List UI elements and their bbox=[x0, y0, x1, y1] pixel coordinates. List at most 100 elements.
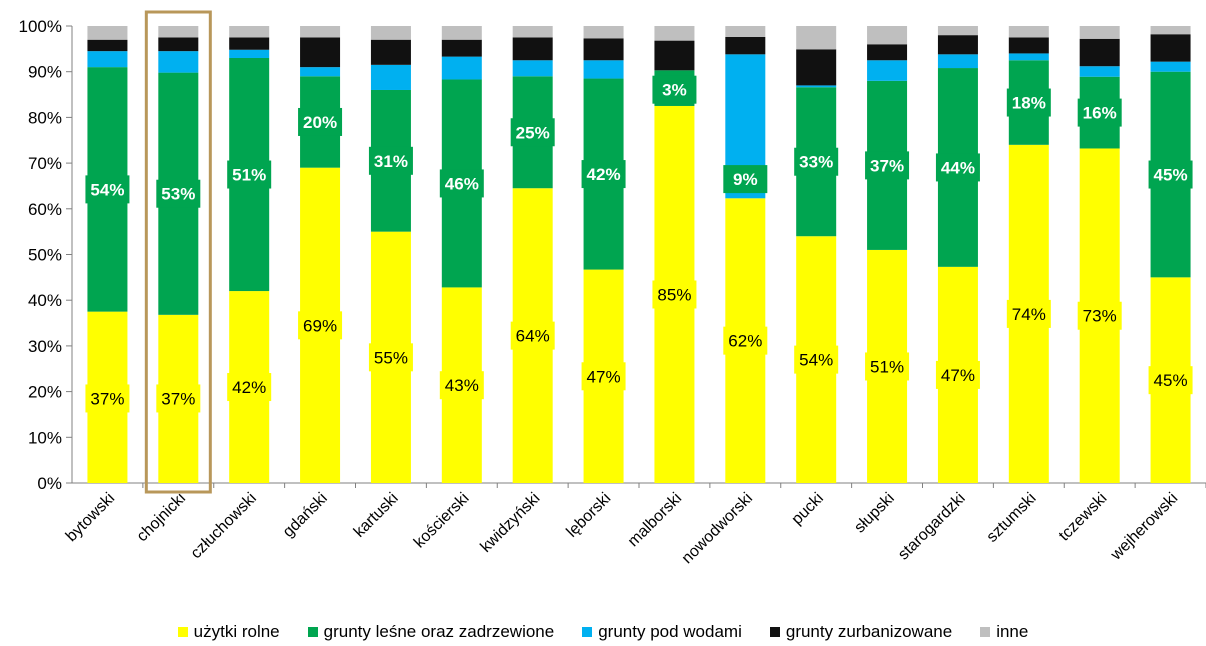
value-label-bg bbox=[439, 169, 484, 198]
value-label: 45% bbox=[1154, 166, 1188, 185]
value-label-bg bbox=[1148, 366, 1193, 395]
value-label: 64% bbox=[516, 327, 550, 346]
bar-segment bbox=[300, 67, 341, 77]
bar-segment bbox=[1008, 53, 1049, 61]
legend-label: grunty zurbanizowane bbox=[785, 622, 953, 641]
legend-item: grunty zurbanizowane bbox=[769, 622, 953, 642]
stacked-bar-chart: 0% 10% 20% 30% 40% 50% 60% 70% 80% 90% 100% 37% 54%… bbox=[19, 10, 1206, 567]
category-label: malborski bbox=[625, 490, 685, 550]
category-label: wejherowski bbox=[1107, 490, 1181, 564]
y-tick-label: 40% bbox=[28, 291, 62, 310]
value-label: 51% bbox=[870, 357, 904, 376]
value-label-bg bbox=[1077, 98, 1122, 127]
y-tick-label: 70% bbox=[28, 154, 62, 173]
y-tick-label: 100% bbox=[19, 17, 62, 36]
value-label: 47% bbox=[587, 367, 621, 386]
y-tick-label: 20% bbox=[28, 383, 62, 402]
bar-segment bbox=[370, 64, 411, 90]
bar-segment bbox=[1079, 26, 1120, 39]
legend: użytki rolne grunty leśne oraz zadrzewion… bbox=[0, 618, 1206, 646]
bar-segment bbox=[87, 51, 128, 68]
value-label-bg bbox=[865, 151, 910, 180]
value-label: 69% bbox=[303, 316, 337, 335]
value-label-bg bbox=[85, 384, 130, 413]
category-label: sztumski bbox=[984, 490, 1040, 546]
bar-segment bbox=[300, 37, 341, 68]
value-label: 16% bbox=[1083, 104, 1117, 123]
value-label-bg bbox=[1006, 88, 1051, 117]
value-label: 47% bbox=[941, 366, 975, 385]
value-label-bg bbox=[368, 343, 413, 372]
value-label: 54% bbox=[90, 180, 124, 199]
category-label: bytowski bbox=[63, 490, 118, 545]
category-label: człuchowski bbox=[188, 490, 260, 562]
value-label: 43% bbox=[445, 376, 479, 395]
bar-segment bbox=[229, 37, 270, 50]
value-label: 85% bbox=[657, 285, 691, 304]
legend-item: grunty pod wodami bbox=[582, 622, 742, 642]
bar-segment bbox=[937, 35, 978, 55]
value-label: 18% bbox=[1012, 94, 1046, 113]
legend-item: użytki rolne bbox=[177, 622, 280, 642]
category-label: gdański bbox=[280, 490, 331, 541]
bar-segment bbox=[512, 60, 553, 77]
bar-segment bbox=[583, 38, 624, 61]
value-label-bg bbox=[510, 321, 555, 350]
bar-segment bbox=[867, 44, 908, 61]
legend-label: grunty leśne oraz zadrzewione bbox=[323, 622, 555, 641]
value-label-bg bbox=[652, 280, 697, 309]
y-tick-label: 90% bbox=[28, 63, 62, 82]
value-label: 37% bbox=[161, 389, 195, 408]
value-label: 53% bbox=[161, 185, 195, 204]
value-label: 73% bbox=[1083, 307, 1117, 326]
value-label: 62% bbox=[728, 332, 762, 351]
bar-segment bbox=[512, 37, 553, 61]
value-label: 3% bbox=[662, 81, 687, 100]
value-label: 51% bbox=[232, 166, 266, 185]
value-label-bg bbox=[794, 147, 839, 176]
value-label: 55% bbox=[374, 348, 408, 367]
value-label: 31% bbox=[374, 152, 408, 171]
bar-segment bbox=[1008, 26, 1049, 38]
highlight-box bbox=[144, 10, 212, 494]
bar-segment bbox=[796, 49, 837, 86]
value-label: 37% bbox=[870, 156, 904, 175]
value-label: 9% bbox=[733, 170, 758, 189]
category-label: nowodworski bbox=[679, 490, 756, 567]
value-label-bg bbox=[723, 165, 768, 194]
y-tick-label: 30% bbox=[28, 337, 62, 356]
category-label: kwidzyński bbox=[477, 490, 543, 556]
y-axis: 0% 10% 20% 30% 40% 50% 60% 70% 80% 90% 100% bbox=[19, 17, 1206, 493]
y-tick-label: 50% bbox=[28, 246, 62, 265]
legend-label: użytki rolne bbox=[193, 622, 280, 641]
bar-segment bbox=[1150, 26, 1191, 35]
legend-swatch bbox=[307, 627, 318, 637]
bar-segment bbox=[229, 26, 270, 38]
bar-segment bbox=[1008, 37, 1049, 54]
bar-segment bbox=[512, 26, 553, 38]
legend-item: grunty leśne oraz zadrzewione bbox=[307, 622, 555, 642]
value-label-bg bbox=[794, 345, 839, 374]
bar-segment bbox=[158, 37, 199, 52]
bar-segment bbox=[654, 26, 695, 41]
legend-swatch bbox=[177, 627, 188, 637]
legend-item: inne bbox=[980, 622, 1028, 642]
value-labels: 37% 54% 37% 53% 42% 51% 69% 20% 55% 31% 43% 46% 64% 2… bbox=[85, 75, 1193, 413]
value-label-bg bbox=[298, 107, 343, 136]
category-label: tczewski bbox=[1056, 490, 1111, 545]
value-label: 20% bbox=[303, 113, 337, 132]
value-label-bg bbox=[1077, 301, 1122, 330]
bar-segment bbox=[937, 26, 978, 36]
value-label-bg bbox=[85, 175, 130, 204]
value-label: 33% bbox=[799, 153, 833, 172]
value-label-bg bbox=[652, 75, 697, 104]
value-label-bg bbox=[581, 362, 626, 391]
value-label: 42% bbox=[232, 378, 266, 397]
value-label-bg bbox=[581, 160, 626, 189]
y-tick-label: 80% bbox=[28, 108, 62, 127]
category-label: starogardzki bbox=[895, 490, 969, 564]
value-label-bg bbox=[1006, 299, 1051, 328]
bar-segment bbox=[370, 26, 411, 40]
legend-swatch bbox=[769, 627, 780, 637]
bar-segment bbox=[583, 26, 624, 39]
